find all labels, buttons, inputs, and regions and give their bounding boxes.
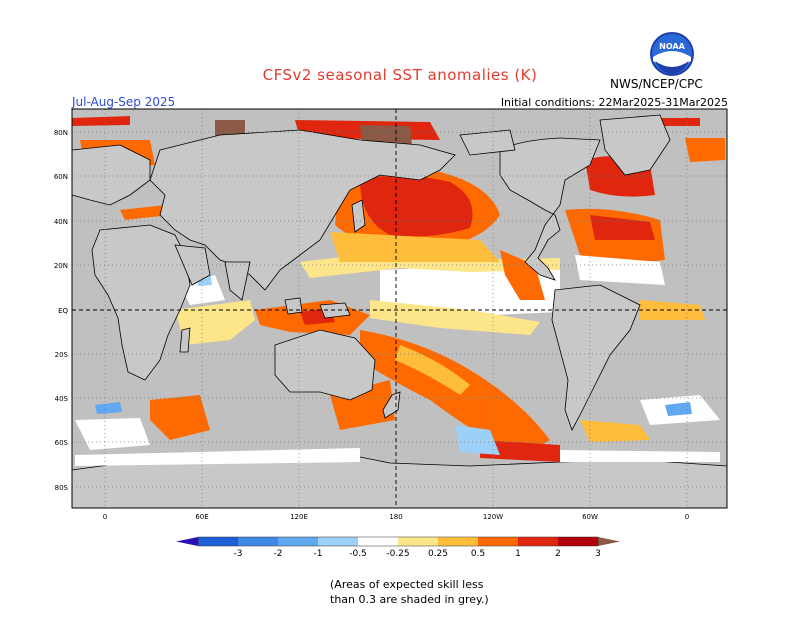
lat-label: 20S [55,351,69,359]
legend-swatch [518,537,558,546]
longitude-labels: 0 60E 120E 180 120W 60W 0 [103,513,689,521]
legend-swatch [558,537,598,546]
svg-text:NOAA: NOAA [659,42,685,51]
skill-note-line1: (Areas of expected skill less [330,578,484,591]
south-america-land [551,284,641,431]
anomaly-fields [72,116,725,466]
lon-label: 0 [103,513,107,521]
legend-label: -2 [274,549,283,559]
legend-swatch [358,537,398,546]
legend-swatch [438,537,478,546]
lat-label: 80S [55,484,69,492]
legend-swatch [398,537,438,546]
north-america-land [499,137,601,281]
legend-label: -0.25 [386,549,409,559]
map-gridlines [72,109,727,508]
legend-label: 0.25 [428,549,448,559]
latitude-labels: 80N 60N 40N 20N EQ 20S 40S 60S 80S [54,129,69,492]
legend-label: 1 [515,549,521,559]
continents [72,114,671,431]
legend-label: 2 [555,549,561,559]
new-guinea-land [319,302,351,319]
eurasia-land [149,129,456,291]
noaa-logo: NOAA [650,32,694,76]
madagascar-land [179,327,191,353]
legend-label: 0.5 [471,549,485,559]
chart-title: CFSv2 seasonal SST anomalies (K) [262,66,538,84]
season-label: Jul-Aug-Sep 2025 [72,95,176,109]
lat-label: 20N [54,262,68,270]
legend-swatch [478,537,518,546]
lon-label: 180 [389,513,402,521]
lat-label: 80N [54,129,68,137]
map-frame [71,108,728,509]
lon-label: 120W [483,513,503,521]
legend-label: -1 [314,549,323,559]
lon-label: 0 [685,513,689,521]
lon-label: 60W [582,513,598,521]
legend-label: 3 [595,549,601,559]
lat-label: 40S [55,395,69,403]
africa-land [91,224,191,381]
legend-swatch [238,537,278,546]
legend-swatch [198,537,238,546]
borneo-land [284,297,303,315]
initial-conditions-label: Initial conditions: 22Mar2025-31Mar2025 [500,96,728,109]
legend-label: -3 [234,549,243,559]
legend-swatch [278,537,318,546]
legend-outline [197,536,599,547]
lat-label: 40N [54,218,68,226]
legend-label: -0.5 [349,549,367,559]
australia-land [274,329,376,401]
color-legend: -3 -2 -1 -0.5 -0.25 0.25 0.5 1 2 3 [176,536,620,559]
skill-note: (Areas of expected skill less than 0.3 a… [330,577,489,607]
india-land [224,261,251,301]
japan-land [351,199,366,233]
alaska-land [459,129,516,156]
greenland-land [599,114,671,176]
organization-label: NWS/NCEP/CPC [610,77,703,91]
lat-label: 60N [54,173,68,181]
lon-label: 60E [195,513,208,521]
legend-arrow-high [598,537,620,546]
lat-label: 60S [55,439,69,447]
skill-note-line2: than 0.3 are shaded in grey.) [330,593,489,606]
legend-arrow-low [176,537,198,546]
lon-label: 120E [290,513,308,521]
lat-label: EQ [58,307,68,315]
europe-land [72,144,151,206]
legend-swatch [318,537,358,546]
